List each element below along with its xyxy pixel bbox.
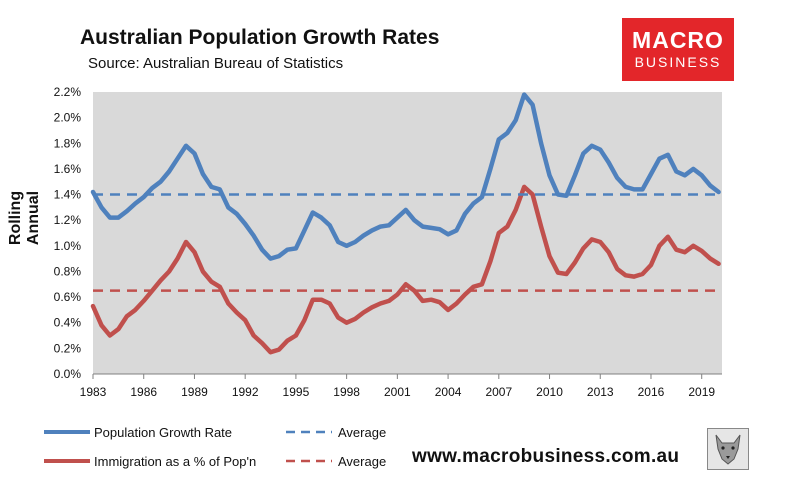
y-tick-label: 1.2%: [54, 213, 82, 227]
y-tick-label: 1.0%: [54, 239, 82, 253]
x-tick-label: 2004: [435, 385, 462, 399]
legend-swatch-population-average: [286, 430, 332, 434]
y-tick-label: 2.2%: [54, 85, 82, 99]
x-tick-label: 1986: [130, 385, 157, 399]
wolf-logo-icon: [707, 428, 749, 470]
y-tick-label: 0.2%: [54, 341, 82, 355]
legend-swatch-immigration-average: [286, 459, 332, 463]
series-line-1: [90, 184, 721, 355]
x-tick-label: 1995: [283, 385, 310, 399]
y-tick-label: 0.8%: [54, 264, 82, 278]
x-tick-label: 2016: [638, 385, 665, 399]
legend-swatch-population: [44, 430, 90, 434]
x-tick-label: 1989: [181, 385, 208, 399]
y-tick-label: 0.4%: [54, 316, 82, 330]
x-tick-label: 2013: [587, 385, 614, 399]
legend-label-population-average: Average: [338, 425, 387, 440]
chart-title: Australian Population Growth Rates: [80, 26, 440, 49]
macrobusiness-logo: MACRO BUSINESS: [622, 18, 734, 81]
y-tick-label: 2.0%: [54, 111, 82, 125]
x-tick-label: 2019: [688, 385, 715, 399]
series-line-0: [90, 92, 721, 261]
x-tick-label: 2007: [485, 385, 512, 399]
y-tick-label: 1.6%: [54, 162, 82, 176]
x-tick-label: 1983: [80, 385, 107, 399]
x-tick-label: 2001: [384, 385, 411, 399]
y-tick-label: 1.8%: [54, 136, 82, 150]
legend-label-immigration: Immigration as a % of Pop'n: [94, 454, 257, 469]
legend-label-population: Population Growth Rate: [94, 425, 233, 440]
legend-label-immigration-average: Average: [338, 454, 387, 469]
y-tick-label: 0.6%: [54, 290, 82, 304]
legend-swatch-immigration: [44, 459, 90, 463]
y-tick-label: 1.4%: [54, 188, 82, 202]
x-tick-label: 1992: [232, 385, 259, 399]
logo-line-2: BUSINESS: [634, 54, 722, 70]
website-url: www.macrobusiness.com.au: [412, 446, 680, 467]
y-tick-label: 0.0%: [54, 367, 82, 381]
logo-line-1: MACRO: [632, 27, 724, 53]
x-tick-label: 2010: [536, 385, 563, 399]
x-tick-label: 1998: [333, 385, 360, 399]
chart-subtitle: Source: Australian Bureau of Statistics: [88, 55, 344, 72]
plot-area: [93, 92, 722, 374]
